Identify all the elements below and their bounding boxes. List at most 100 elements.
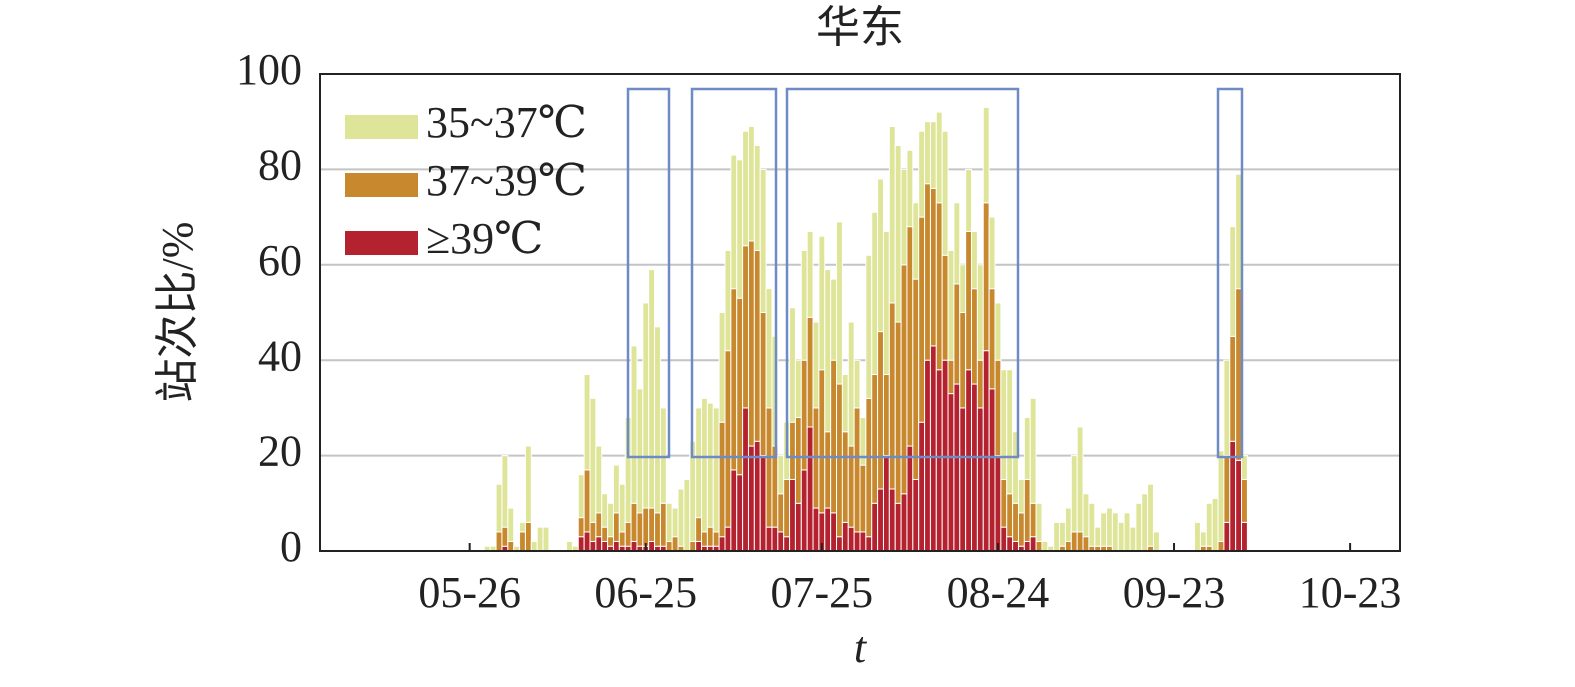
y-tick-label: 40 bbox=[258, 331, 302, 380]
bar-segment bbox=[888, 302, 896, 490]
bar-segment bbox=[1088, 502, 1096, 547]
bar-segment bbox=[1235, 459, 1243, 552]
bar-segment bbox=[1012, 431, 1019, 504]
bar-segment bbox=[495, 531, 503, 552]
bar-segment bbox=[976, 407, 984, 552]
bar-segment bbox=[1147, 483, 1154, 547]
bars bbox=[483, 106, 1248, 552]
bar-segment bbox=[742, 130, 749, 247]
bar-segment bbox=[1194, 521, 1201, 552]
bar-segment bbox=[806, 230, 814, 318]
bar-segment bbox=[971, 288, 978, 385]
bar-segment bbox=[718, 536, 726, 552]
bar-segment bbox=[935, 111, 943, 204]
bar-segment bbox=[607, 536, 614, 547]
bar-segment bbox=[877, 331, 884, 490]
bar-segment bbox=[841, 431, 849, 523]
bar-segment bbox=[783, 536, 791, 552]
bar-segment bbox=[1129, 526, 1137, 552]
bar-segment bbox=[982, 202, 990, 352]
bar-segment bbox=[1012, 540, 1019, 552]
bar-segment bbox=[501, 455, 509, 528]
bar-segment bbox=[1053, 521, 1061, 552]
bar-segment bbox=[976, 264, 984, 361]
bar-segment bbox=[712, 531, 720, 547]
bar-segment bbox=[1023, 416, 1031, 480]
bar-segment bbox=[724, 350, 732, 528]
bar-segment bbox=[871, 374, 879, 504]
bar-segment bbox=[836, 383, 843, 538]
bar-segment bbox=[730, 154, 738, 290]
bar-segment bbox=[630, 502, 638, 542]
bar-segment bbox=[953, 283, 961, 385]
bar-segment bbox=[1029, 536, 1037, 552]
bar-segment bbox=[830, 359, 838, 514]
bar-segment bbox=[747, 445, 755, 552]
x-tick-label: 05-26 bbox=[418, 568, 521, 617]
bar-segment bbox=[747, 240, 755, 447]
x-tick-label: 08-24 bbox=[947, 568, 1050, 617]
bar-segment bbox=[1076, 531, 1084, 552]
bar-segment bbox=[519, 531, 526, 552]
bar-segment bbox=[1094, 526, 1102, 547]
legend: 35~37℃ 37~39℃ ≥39℃ bbox=[345, 98, 587, 263]
bar-segment bbox=[730, 288, 738, 471]
bar-segment bbox=[648, 269, 656, 509]
bar-segment bbox=[1070, 455, 1078, 533]
bar-segment bbox=[824, 431, 832, 509]
bar-segment bbox=[894, 502, 902, 552]
bar-segment bbox=[1235, 173, 1243, 290]
bar-segment bbox=[577, 536, 585, 552]
bar-segment bbox=[1000, 526, 1008, 552]
bar-segment bbox=[677, 488, 685, 547]
bar-segment bbox=[871, 502, 879, 552]
bar-segment bbox=[988, 216, 996, 290]
bar-segment bbox=[1223, 359, 1231, 457]
bar-segment bbox=[671, 507, 679, 538]
bar-segment bbox=[595, 512, 603, 538]
y-tick-label: 20 bbox=[258, 427, 302, 476]
bar-segment bbox=[836, 221, 843, 385]
bar-segment bbox=[1217, 450, 1225, 542]
legend-label: ≥39℃ bbox=[426, 214, 543, 263]
bar-segment bbox=[566, 540, 573, 552]
bar-segment bbox=[507, 507, 515, 542]
bar-segment bbox=[1029, 397, 1037, 504]
bar-segment bbox=[976, 359, 984, 409]
legend-label: 35~37℃ bbox=[426, 98, 587, 147]
y-tick-label: 100 bbox=[236, 45, 302, 94]
x-tick-label: 10-23 bbox=[1299, 568, 1402, 617]
bar-segment bbox=[595, 536, 603, 552]
bar-segment bbox=[935, 202, 943, 371]
bar-segment bbox=[659, 407, 667, 504]
bar-segment bbox=[1199, 531, 1207, 547]
bar-segment bbox=[900, 168, 908, 266]
bar-segment bbox=[542, 526, 550, 552]
bar-segment bbox=[865, 254, 873, 399]
bar-segment bbox=[1041, 540, 1049, 552]
bar-segment bbox=[918, 130, 926, 218]
bar-segment bbox=[1111, 512, 1119, 552]
bar-segment bbox=[935, 369, 943, 552]
bar-segment bbox=[971, 230, 978, 290]
bar-segment bbox=[1000, 369, 1008, 480]
bar-segment bbox=[812, 507, 820, 552]
highlight-box bbox=[690, 87, 778, 459]
bar-segment bbox=[818, 235, 826, 371]
bar-segment bbox=[841, 521, 849, 552]
bar-segment bbox=[818, 369, 826, 514]
bar-segment bbox=[648, 540, 656, 552]
bar-segment bbox=[794, 359, 802, 418]
bar-segment bbox=[624, 521, 632, 547]
bar-segment bbox=[906, 445, 914, 552]
bar-segment bbox=[1076, 426, 1084, 533]
bar-segment bbox=[1017, 512, 1025, 547]
bar-segment bbox=[924, 359, 931, 552]
bar-segment bbox=[1017, 478, 1025, 514]
bar-segment bbox=[706, 402, 714, 528]
bar-segment bbox=[871, 211, 879, 376]
highlight-box bbox=[1216, 87, 1244, 459]
bar-segment bbox=[759, 312, 767, 457]
bar-segment bbox=[965, 369, 973, 552]
bar-segment bbox=[1100, 512, 1108, 547]
